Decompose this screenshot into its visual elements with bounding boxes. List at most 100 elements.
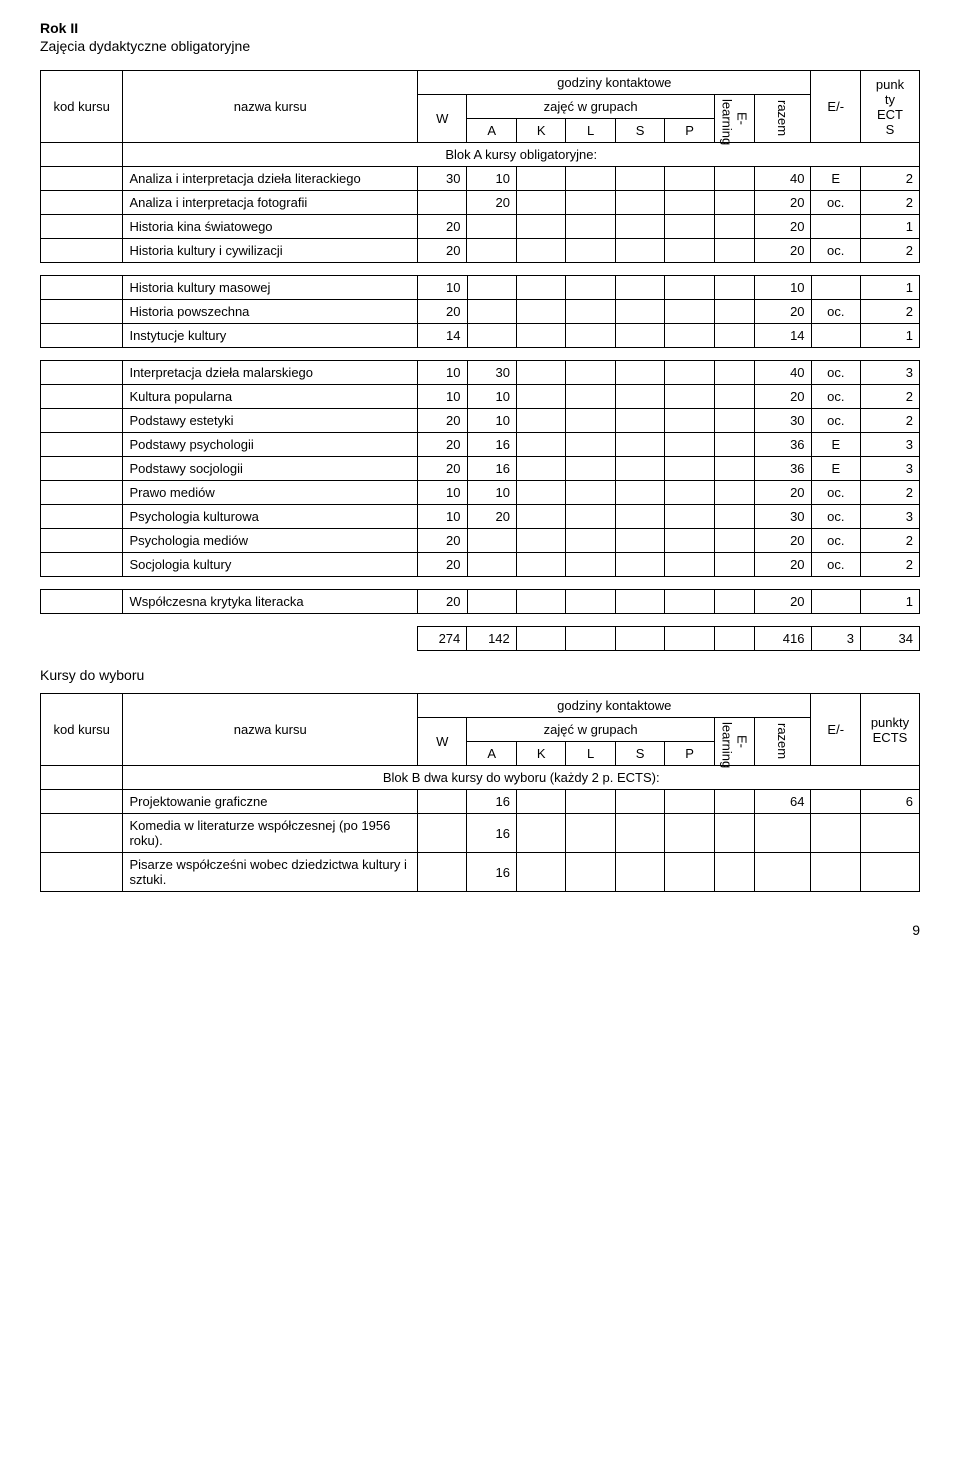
col-godziny: godziny kontaktowe [418, 694, 811, 718]
cell: Historia kina światowego [123, 215, 418, 239]
cell: 416 [754, 627, 811, 651]
cell: 16 [467, 433, 516, 457]
col-kod-kursu: kod kursu [41, 694, 123, 766]
cell [811, 590, 860, 614]
cell: 20 [418, 300, 467, 324]
cell: 20 [754, 529, 811, 553]
cell: Historia powszechna [123, 300, 418, 324]
cell: 2 [861, 529, 920, 553]
cell: 20 [418, 553, 467, 577]
cell: oc. [811, 385, 860, 409]
cell: 40 [754, 167, 811, 191]
cell: 274 [417, 627, 467, 651]
cell: 2 [861, 553, 920, 577]
col-k: K [516, 119, 565, 143]
cell: Podstawy estetyki [123, 409, 418, 433]
cell [811, 276, 860, 300]
cell: 20 [754, 239, 811, 263]
cell: 30 [418, 167, 467, 191]
table-row: Kultura popularna101020oc.2 [41, 385, 920, 409]
cell: oc. [811, 553, 860, 577]
cell: oc. [811, 481, 860, 505]
cell: 20 [754, 191, 811, 215]
col-k: K [516, 742, 565, 766]
col-elearning: E-learning [714, 95, 754, 143]
kursy-do-wyboru-label: Kursy do wyboru [40, 667, 920, 683]
table-row: Interpretacja dzieła malarskiego103040oc… [41, 361, 920, 385]
cell: 10 [754, 276, 811, 300]
cell: Współczesna krytyka literacka [123, 590, 418, 614]
cell: oc. [811, 409, 860, 433]
cell [467, 239, 516, 263]
table-row: Komedia w literaturze współczesnej (po 1… [41, 814, 920, 853]
table-row: Historia kultury masowej 10 10 1 [41, 276, 920, 300]
cell [754, 814, 811, 853]
cell: Instytucje kultury [123, 324, 418, 348]
col-l: L [566, 742, 615, 766]
cell: 20 [418, 529, 467, 553]
cell: 10 [418, 481, 467, 505]
col-nazwa-kursu: nazwa kursu [123, 71, 418, 143]
cell: Analiza i interpretacja fotografii [123, 191, 418, 215]
cell: 20 [418, 239, 467, 263]
table-row-total: 274 142 416 3 34 [40, 627, 920, 651]
col-a: A [467, 119, 516, 143]
cell: Prawo mediów [123, 481, 418, 505]
cell: 20 [754, 481, 811, 505]
table-row: Socjologia kultury2020oc.2 [41, 553, 920, 577]
cell [467, 215, 516, 239]
table-row: Projektowanie graficzne16646 [41, 790, 920, 814]
cell [467, 300, 516, 324]
cell: 20 [467, 191, 516, 215]
cell: 30 [754, 409, 811, 433]
cell: 3 [861, 361, 920, 385]
table-row: Historia powszechna 20 20 oc. 2 [41, 300, 920, 324]
cell: 6 [860, 790, 919, 814]
cell: 10 [467, 409, 516, 433]
cell: 142 [467, 627, 517, 651]
block-a-header: Blok A kursy obligatoryjne: [123, 143, 920, 167]
cell: 20 [418, 590, 467, 614]
cell: Pisarze współcześni wobec dziedzictwa ku… [123, 853, 418, 892]
page-number: 9 [40, 922, 920, 938]
cell: 16 [467, 814, 516, 853]
cell: 2 [860, 239, 919, 263]
col-punkty: punk ty ECT S [860, 71, 919, 143]
cell: 10 [418, 361, 467, 385]
cell [860, 853, 919, 892]
cell [811, 324, 860, 348]
cell: 2 [860, 191, 919, 215]
cell [467, 529, 516, 553]
courses-table-1-total: 274 142 416 3 34 [40, 626, 920, 651]
cell: 2 [861, 409, 920, 433]
cell: 34 [861, 627, 920, 651]
cell: 3 [861, 433, 920, 457]
cell: oc. [811, 239, 860, 263]
cell [467, 590, 516, 614]
col-s: S [615, 119, 664, 143]
cell: Historia kultury i cywilizacji [123, 239, 418, 263]
cell: Komedia w literaturze współczesnej (po 1… [123, 814, 418, 853]
col-l: L [566, 119, 615, 143]
cell [467, 553, 516, 577]
cell: 1 [861, 590, 920, 614]
cell: 20 [418, 457, 467, 481]
cell: 10 [467, 167, 516, 191]
col-godziny: godziny kontaktowe [418, 71, 811, 95]
col-p: P [665, 119, 714, 143]
table-row: Podstawy estetyki201030oc.2 [41, 409, 920, 433]
cell: 20 [467, 505, 516, 529]
cell: 2 [861, 481, 920, 505]
cell: 16 [467, 853, 516, 892]
col-razem: razem [754, 718, 811, 766]
cell: Interpretacja dzieła malarskiego [123, 361, 418, 385]
cell [811, 215, 860, 239]
cell: E [811, 167, 860, 191]
courses-table-2: kod kursu nazwa kursu godziny kontaktowe… [40, 693, 920, 892]
cell: 3 [861, 505, 920, 529]
cell: Analiza i interpretacja dzieła literacki… [123, 167, 418, 191]
cell: 64 [754, 790, 811, 814]
cell: 1 [860, 215, 919, 239]
table-row: Analiza i interpretacja dzieła literacki… [41, 167, 920, 191]
cell: 20 [418, 433, 467, 457]
